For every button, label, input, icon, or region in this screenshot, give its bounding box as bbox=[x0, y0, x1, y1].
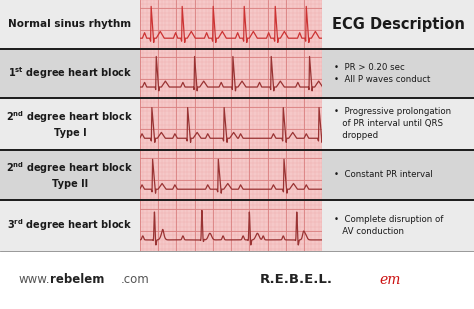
Text: Normal sinus rhythm: Normal sinus rhythm bbox=[9, 19, 131, 29]
Text: R.E.B.E.L.: R.E.B.E.L. bbox=[260, 273, 333, 286]
Text: ECG Description: ECG Description bbox=[332, 17, 465, 32]
Text: •  Constant PR interval: • Constant PR interval bbox=[334, 170, 433, 180]
Text: www.: www. bbox=[19, 273, 50, 286]
Text: 2$^{\mathregular{nd}}$ degree heart block
Type I: 2$^{\mathregular{nd}}$ degree heart bloc… bbox=[7, 109, 133, 138]
Text: 2$^{\mathregular{nd}}$ degree heart block
Type II: 2$^{\mathregular{nd}}$ degree heart bloc… bbox=[7, 161, 133, 189]
Text: •  PR > 0.20 sec
•  All P waves conduct: • PR > 0.20 sec • All P waves conduct bbox=[334, 63, 430, 84]
Text: em: em bbox=[379, 273, 401, 287]
Text: 1$^{\mathregular{st}}$ degree heart block: 1$^{\mathregular{st}}$ degree heart bloc… bbox=[8, 65, 132, 81]
Text: .com: .com bbox=[121, 273, 150, 286]
Polygon shape bbox=[209, 265, 251, 296]
Text: 3$^{\mathregular{rd}}$ degree heart block: 3$^{\mathregular{rd}}$ degree heart bloc… bbox=[7, 218, 133, 234]
Text: rebelem: rebelem bbox=[50, 273, 104, 286]
Text: •  Complete disruption of
   AV conduction: • Complete disruption of AV conduction bbox=[334, 215, 444, 236]
Text: •  Progressive prolongation
   of PR interval until QRS
   dropped: • Progressive prolongation of PR interva… bbox=[334, 107, 451, 140]
